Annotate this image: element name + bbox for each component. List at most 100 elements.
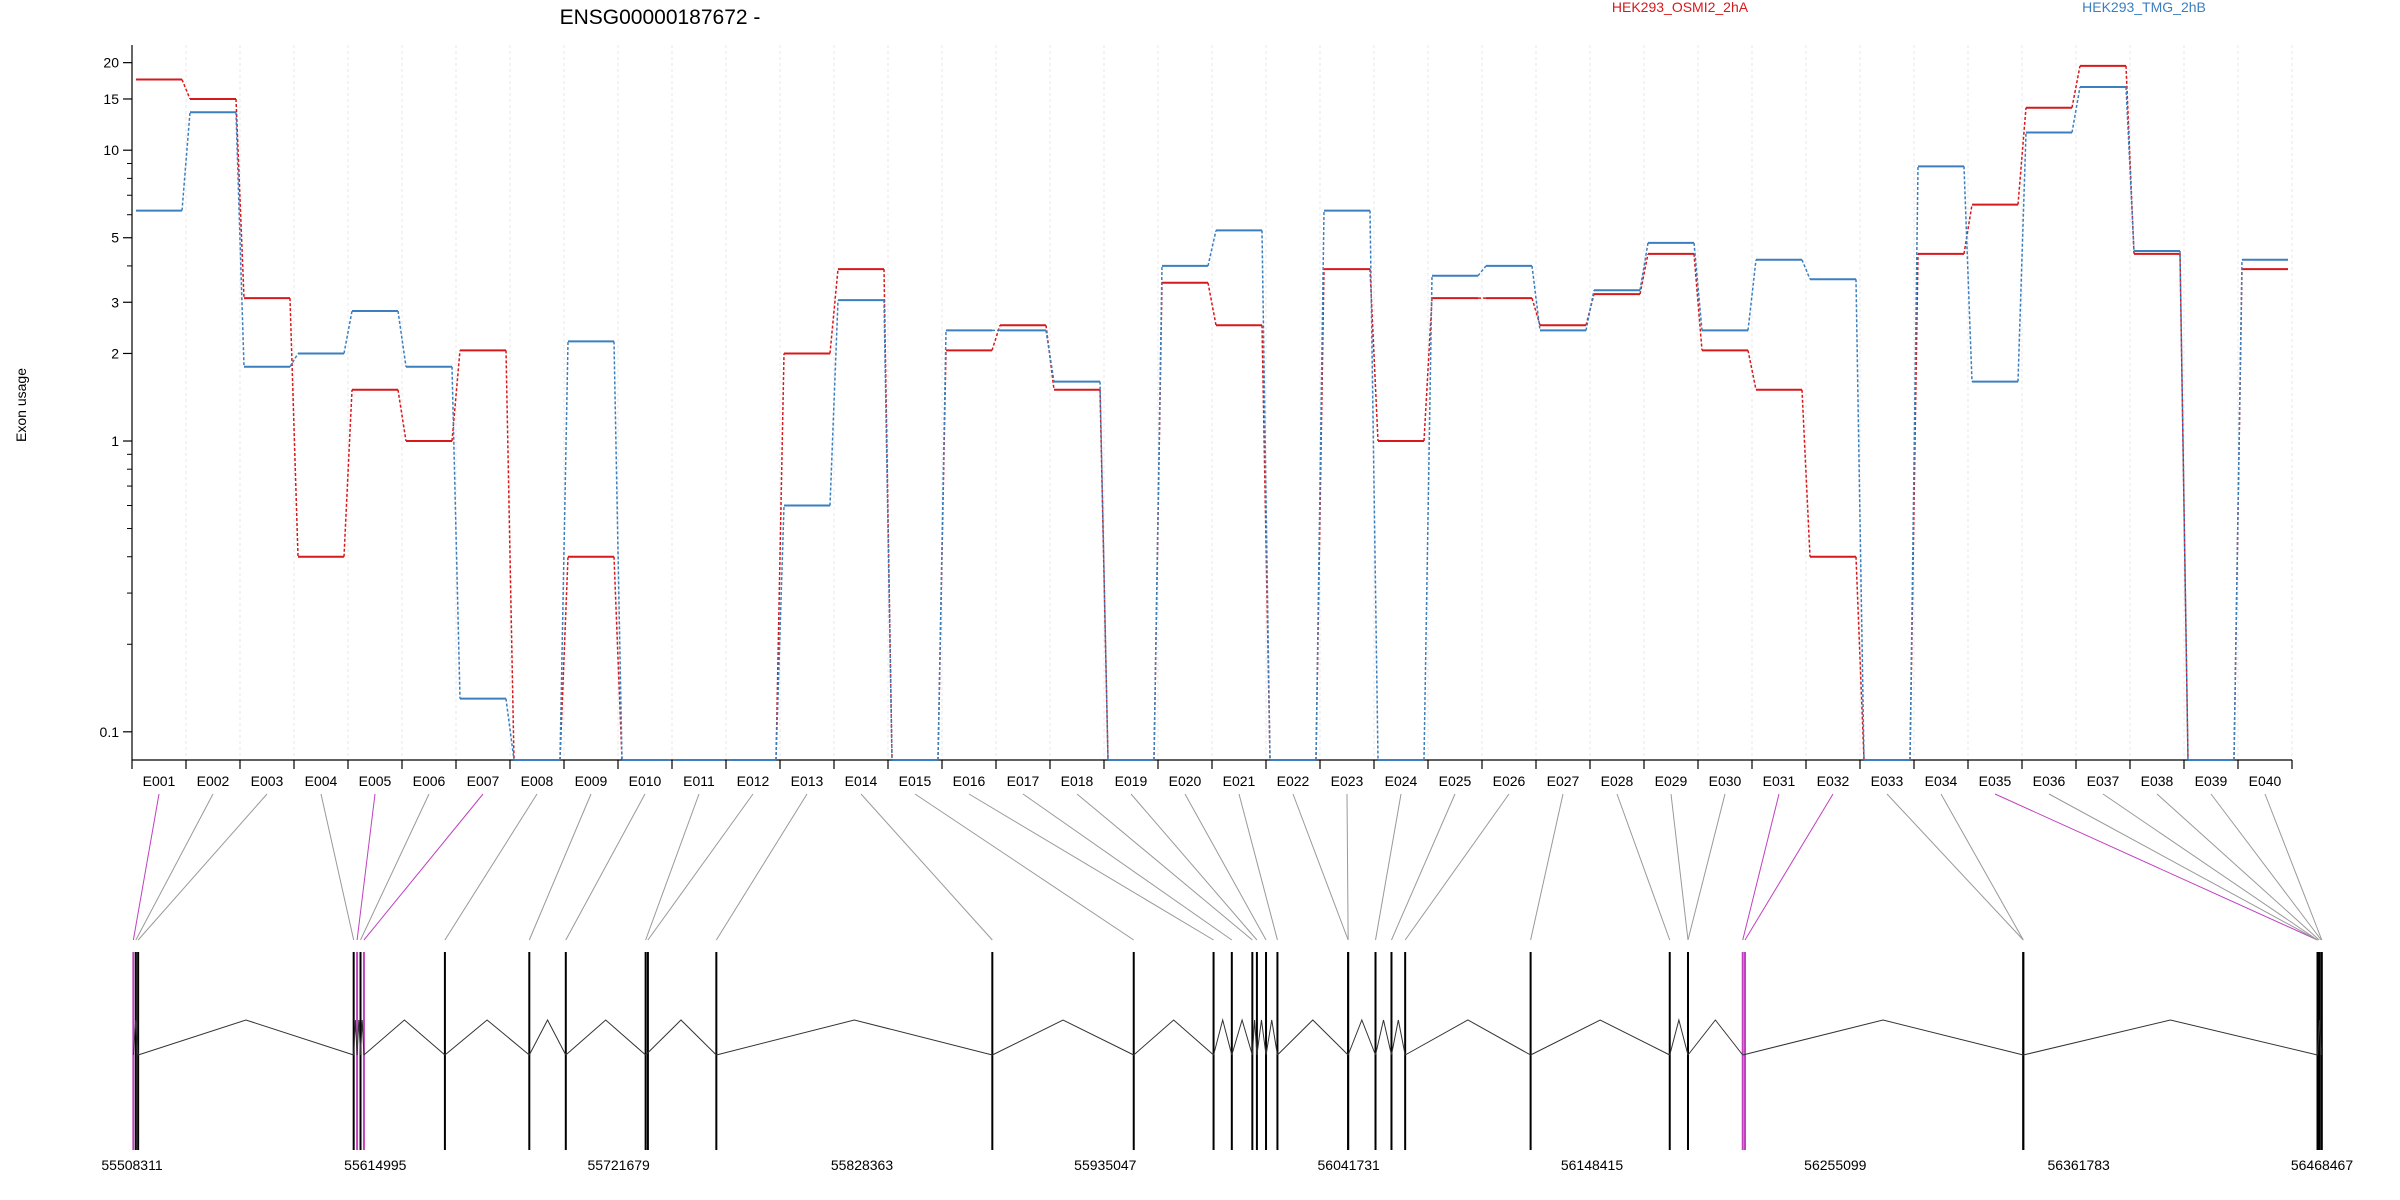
- series-join: [775, 505, 785, 761]
- series-join: [343, 389, 353, 557]
- intron-line: [353, 1019, 358, 1056]
- gene-model: 55508311 55614995 55721679 55828363 55935047…: [101, 952, 2353, 1173]
- exon-connector: [914, 793, 1135, 941]
- intron-line: [2317, 1019, 2322, 1056]
- series-join: [775, 353, 785, 761]
- series-join: [1801, 259, 1811, 280]
- series-join: [937, 330, 947, 761]
- x-tick-label: E009: [575, 773, 608, 789]
- series-join: [1855, 556, 1865, 761]
- series-join: [1099, 381, 1109, 761]
- x-tick-label: E006: [413, 773, 446, 789]
- series-join: [883, 300, 893, 761]
- exon-connector: [2156, 793, 2320, 941]
- exon-connector: [360, 793, 430, 941]
- genomic-tick-label: 55935047: [1074, 1157, 1137, 1173]
- intron-line: [1404, 1019, 1531, 1056]
- intron-line: [565, 1019, 646, 1056]
- x-tick-label: E022: [1277, 773, 1310, 789]
- intron-line: [1669, 1018, 1689, 1056]
- x-tick-label: E013: [791, 773, 824, 789]
- x-tick-label: E038: [2141, 773, 2174, 789]
- exon-connector: [1886, 793, 2024, 941]
- series-join: [2179, 253, 2189, 761]
- exon-connector: [1616, 793, 1671, 941]
- exon-connector: [356, 793, 376, 941]
- intron-line: [1265, 1019, 1278, 1056]
- series-join: [1747, 350, 1757, 390]
- y-tick-label: 5: [111, 230, 119, 246]
- x-tick-label: E036: [2033, 773, 2066, 789]
- genomic-tick-label: 55508311: [101, 1157, 162, 1173]
- series-join: [1639, 253, 1649, 295]
- intron-line: [1390, 1019, 1406, 1056]
- genomic-tick-label: 56148415: [1561, 1157, 1624, 1173]
- series-join: [1747, 259, 1757, 331]
- series-join: [991, 325, 1001, 351]
- series-join: [397, 389, 407, 442]
- y-tick-label: 10: [103, 142, 119, 158]
- x-tick-label: E015: [899, 773, 932, 789]
- series-join: [1207, 282, 1217, 326]
- intron-line: [363, 1019, 446, 1056]
- series-join: [451, 350, 461, 442]
- intron-line: [716, 1019, 993, 1056]
- genomic-tick-label: 55614995: [344, 1157, 407, 1173]
- series-join: [1261, 230, 1271, 761]
- series-join: [829, 300, 839, 506]
- exon-connector: [647, 793, 754, 941]
- grid: [131, 45, 2293, 760]
- exon-connector: [1404, 793, 1510, 941]
- x-tick-label: E010: [629, 773, 662, 789]
- legend-label-osmi2: HEK293_OSMI2_2hA: [1612, 0, 1749, 15]
- intron-line: [1530, 1019, 1670, 1056]
- x-tick-label: E018: [1061, 773, 1094, 789]
- exon-connectors: [132, 793, 2323, 941]
- x-tick-label: E008: [521, 773, 554, 789]
- intron-line: [360, 1019, 365, 1056]
- x-tick-label: E040: [2249, 773, 2282, 789]
- intron-line: [645, 1019, 717, 1056]
- intron-line: [1277, 1019, 1349, 1056]
- exon-connector: [1742, 793, 1780, 941]
- x-tick-label: E005: [359, 773, 392, 789]
- y-tick-label: 15: [103, 91, 119, 107]
- series-join: [1963, 204, 1973, 255]
- x-tick-label: E017: [1007, 773, 1040, 789]
- series-join: [1801, 389, 1811, 557]
- series-join: [181, 112, 191, 211]
- y-tick-label: 1: [111, 433, 119, 449]
- exon-connector: [1184, 793, 1267, 941]
- exon-connector: [1744, 793, 1834, 941]
- exon-connector: [528, 793, 592, 941]
- series-join: [1369, 269, 1379, 442]
- series-join: [2071, 86, 2081, 133]
- exon-connector: [1346, 793, 1349, 941]
- exon-connector: [860, 793, 993, 941]
- genomic-tick-label: 56255099: [1804, 1157, 1867, 1173]
- exon-connector: [1670, 793, 1689, 941]
- series-join: [2017, 132, 2027, 382]
- x-tick-label: E032: [1817, 773, 1850, 789]
- intron-line: [1256, 1019, 1267, 1056]
- series-join: [1369, 210, 1379, 761]
- x-tick-label: E037: [2087, 773, 2120, 789]
- series-join: [451, 366, 461, 699]
- series-join: [1423, 275, 1433, 761]
- exon-connector: [715, 793, 808, 941]
- axes: 0.1 1 2 3 5 10 15 20 E001 E002 E003 E004 E005 E006 E00…: [100, 45, 2293, 789]
- series-lines: [136, 64, 2288, 761]
- exon-connector: [320, 793, 355, 941]
- exon-connector: [565, 793, 646, 941]
- genomic-tick-label: 55721679: [588, 1157, 651, 1173]
- exon-connector: [135, 793, 214, 941]
- intron-line: [992, 1019, 1134, 1056]
- intron-line: [1251, 1019, 1258, 1056]
- intron-line: [1347, 1018, 1376, 1056]
- x-tick-label: E004: [305, 773, 338, 789]
- series-join: [2017, 107, 2027, 205]
- intron-line: [528, 1018, 567, 1056]
- exon-connector: [1238, 793, 1278, 941]
- exon-connector: [1530, 793, 1564, 941]
